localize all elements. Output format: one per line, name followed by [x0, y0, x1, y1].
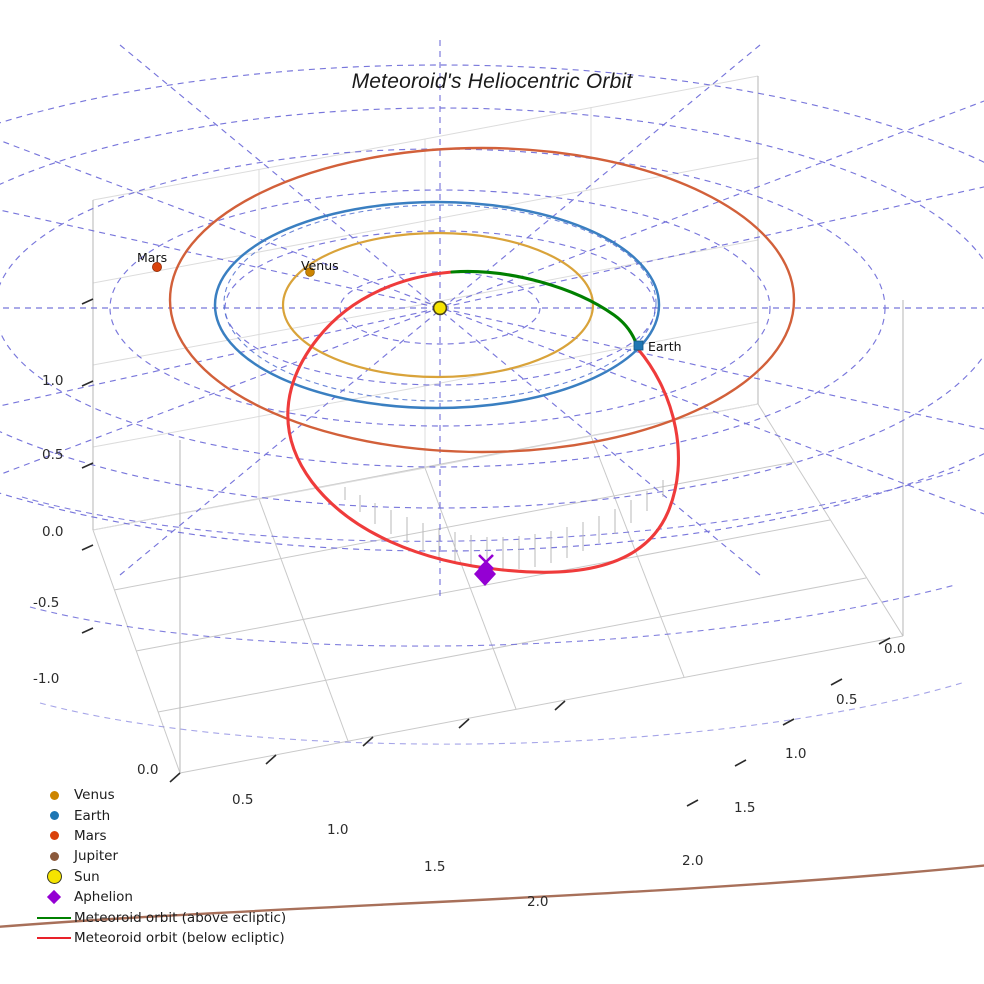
legend-label: Mars	[74, 827, 107, 844]
x-tick-label-3: 1.5	[424, 859, 446, 875]
axis-ticks	[81, 298, 891, 807]
orbit-jupiter	[0, 864, 984, 928]
meteoroid-droplines	[344, 480, 664, 570]
orbit-mars	[168, 146, 796, 454]
y-tick-label-3: 1.5	[734, 800, 756, 816]
orbit-earth-dashed	[223, 204, 657, 402]
legend-dot-icon	[34, 851, 74, 861]
z-tick-label-4: -1.0	[33, 671, 60, 687]
legend-item[interactable]: Venus	[34, 785, 286, 805]
legend-item[interactable]: Mars	[34, 826, 286, 846]
legend-label: Venus	[74, 787, 115, 804]
legend-item[interactable]: Jupiter	[34, 846, 286, 866]
z-tick-label-0: 1.0	[42, 373, 64, 389]
legend-label: Sun	[74, 868, 100, 885]
page-title: Meteoroid's Heliocentric Orbit	[351, 70, 633, 93]
earth-marker	[633, 340, 644, 351]
legend-label: Aphelion	[74, 889, 133, 906]
legend-item[interactable]: Aphelion	[34, 887, 286, 907]
annotation-venus: Venus	[301, 258, 339, 273]
annotation-earth: Earth	[648, 339, 682, 354]
legend-sun-icon	[34, 869, 74, 885]
axes-box-edges	[92, 76, 904, 773]
legend-dot-icon	[34, 790, 74, 800]
legend-label: Earth	[74, 807, 111, 824]
y-tick-label-2: 1.0	[785, 746, 807, 762]
legend-line-swatch	[34, 916, 74, 919]
x-tick-label-0: 0.0	[137, 762, 159, 778]
annotation-mars: Mars	[137, 250, 168, 265]
x-tick-label-4: 2.0	[527, 894, 549, 910]
z-tick-label-1: 0.5	[42, 447, 64, 463]
legend-item[interactable]: Sun	[34, 867, 286, 887]
mars-marker	[152, 262, 162, 272]
y-tick-label-1: 0.5	[836, 692, 858, 708]
legend-item[interactable]: Earth	[34, 805, 286, 825]
venus-marker	[305, 267, 315, 277]
legend-label: Meteoroid orbit (below ecliptic)	[74, 929, 285, 946]
axes-floor-grid	[92, 403, 904, 774]
z-tick-label-3: -0.5	[33, 595, 60, 611]
legend-dot-icon	[34, 811, 74, 821]
sun-marker	[432, 300, 448, 316]
orbit-venus	[281, 231, 595, 379]
legend-dot-icon	[34, 831, 74, 841]
y-tick-label-0: 0.0	[884, 641, 906, 657]
meteoroid-orbit-below-ecliptic	[286, 270, 680, 574]
z-tick-label-2: 0.0	[42, 524, 64, 540]
legend: Venus Earth Mars Jupiter Sun Aphelion Meteoroi…	[34, 785, 286, 948]
axes-left-wall-grid	[92, 138, 426, 531]
legend-item[interactable]: Meteoroid orbit (below ecliptic)	[34, 928, 286, 948]
x-tick-label-1: 0.5	[232, 792, 254, 808]
y-tick-label-4: 2.0	[682, 853, 704, 869]
orbit-earth	[213, 200, 661, 410]
legend-item[interactable]: Meteoroid orbit (above ecliptic)	[34, 907, 286, 927]
legend-label: Meteoroid orbit (above ecliptic)	[74, 909, 287, 926]
legend-diamond-icon	[34, 890, 74, 905]
legend-label: Jupiter	[74, 848, 119, 865]
legend-line-swatch	[34, 936, 74, 939]
ecliptic-reference-grid	[0, 40, 984, 600]
meteoroid-orbit-above-ecliptic	[450, 269, 640, 351]
ecliptic-grid-lower-sweeps	[21, 469, 966, 745]
aphelion-marker	[474, 554, 496, 586]
x-tick-label-2: 1.0	[327, 822, 349, 838]
